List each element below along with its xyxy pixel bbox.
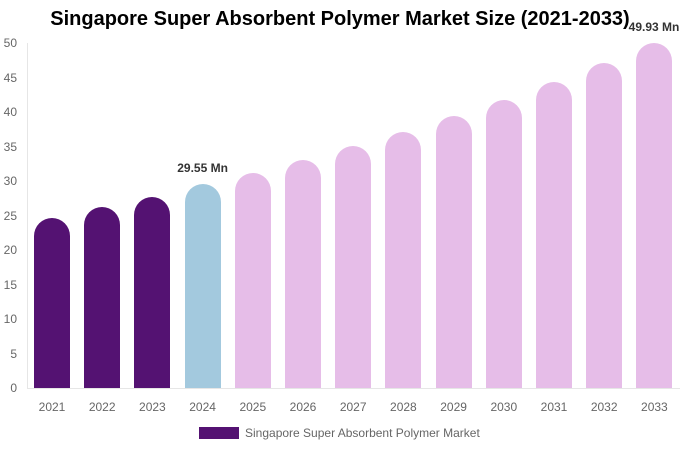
bar-2028[interactable] — [385, 132, 422, 388]
legend[interactable]: Singapore Super Absorbent Polymer Market — [199, 426, 480, 440]
y-axis-line — [27, 43, 28, 389]
x-axis-line — [27, 388, 680, 389]
legend-label: Singapore Super Absorbent Polymer Market — [245, 426, 480, 440]
bar-2029[interactable] — [435, 116, 472, 388]
y-tick-label: 30 — [3, 174, 17, 188]
x-tick-label: 2025 — [239, 400, 267, 414]
bar-2031[interactable] — [536, 82, 572, 388]
x-tick-label: 2023 — [139, 400, 166, 414]
bar-2025[interactable] — [234, 172, 271, 388]
bar-2027[interactable] — [335, 145, 372, 388]
x-tick-label: 2031 — [540, 400, 568, 414]
bar-2022[interactable] — [84, 207, 121, 388]
y-tick-label: 25 — [3, 208, 17, 223]
bar-2023[interactable] — [134, 196, 171, 388]
x-tick-label: 2028 — [390, 400, 417, 414]
x-tick-label: 2033 — [641, 400, 668, 414]
x-tick-label: 2021 — [38, 400, 66, 414]
bar-2024[interactable] — [184, 184, 221, 388]
data-label: 29.55 Mn — [177, 161, 228, 176]
data-label: 49.93 Mn — [628, 20, 680, 35]
bar-2032[interactable] — [586, 63, 623, 388]
y-tick-label: 15 — [3, 277, 17, 292]
y-tick-label: 35 — [3, 139, 17, 154]
bar-2021[interactable] — [34, 218, 70, 388]
x-tick-label: 2027 — [339, 400, 367, 414]
y-tick-label: 45 — [3, 70, 17, 85]
bar-2030[interactable] — [485, 100, 522, 388]
y-tick-label: 50 — [3, 36, 17, 50]
chart-title: Singapore Super Absorbent Polymer Market… — [50, 8, 630, 30]
y-tick-label: 40 — [3, 105, 17, 119]
y-tick-label: 5 — [10, 346, 17, 361]
y-tick-label: 20 — [3, 243, 17, 257]
y-tick-label: 10 — [3, 312, 17, 326]
bar-2026[interactable] — [285, 160, 321, 388]
legend-swatch — [199, 427, 239, 439]
x-tick-label: 2024 — [189, 400, 216, 414]
bar-2033[interactable] — [636, 43, 673, 388]
x-tick-label: 2032 — [590, 400, 618, 414]
x-tick-label: 2029 — [440, 400, 467, 414]
x-tick-label: 2022 — [88, 400, 116, 414]
x-tick-label: 2030 — [490, 400, 518, 414]
x-tick-label: 2026 — [289, 400, 317, 414]
y-tick-label: 0 — [10, 381, 17, 395]
